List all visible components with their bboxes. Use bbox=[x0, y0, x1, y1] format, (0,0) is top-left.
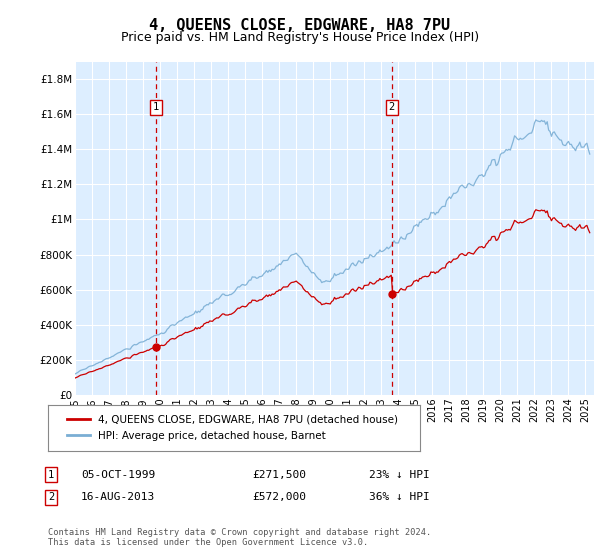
Text: 2: 2 bbox=[48, 492, 54, 502]
Text: 4, QUEENS CLOSE, EDGWARE, HA8 7PU: 4, QUEENS CLOSE, EDGWARE, HA8 7PU bbox=[149, 18, 451, 33]
Text: 16-AUG-2013: 16-AUG-2013 bbox=[81, 492, 155, 502]
Text: Price paid vs. HM Land Registry's House Price Index (HPI): Price paid vs. HM Land Registry's House … bbox=[121, 31, 479, 44]
Text: 1: 1 bbox=[48, 470, 54, 480]
Text: 23% ↓ HPI: 23% ↓ HPI bbox=[369, 470, 430, 480]
Text: Contains HM Land Registry data © Crown copyright and database right 2024.
This d: Contains HM Land Registry data © Crown c… bbox=[48, 528, 431, 547]
Legend: 4, QUEENS CLOSE, EDGWARE, HA8 7PU (detached house), HPI: Average price, detached: 4, QUEENS CLOSE, EDGWARE, HA8 7PU (detac… bbox=[61, 408, 404, 447]
Text: 36% ↓ HPI: 36% ↓ HPI bbox=[369, 492, 430, 502]
Text: £271,500: £271,500 bbox=[252, 470, 306, 480]
Text: £572,000: £572,000 bbox=[252, 492, 306, 502]
Text: 05-OCT-1999: 05-OCT-1999 bbox=[81, 470, 155, 480]
Text: 1: 1 bbox=[153, 102, 159, 112]
Text: 2: 2 bbox=[389, 102, 395, 112]
